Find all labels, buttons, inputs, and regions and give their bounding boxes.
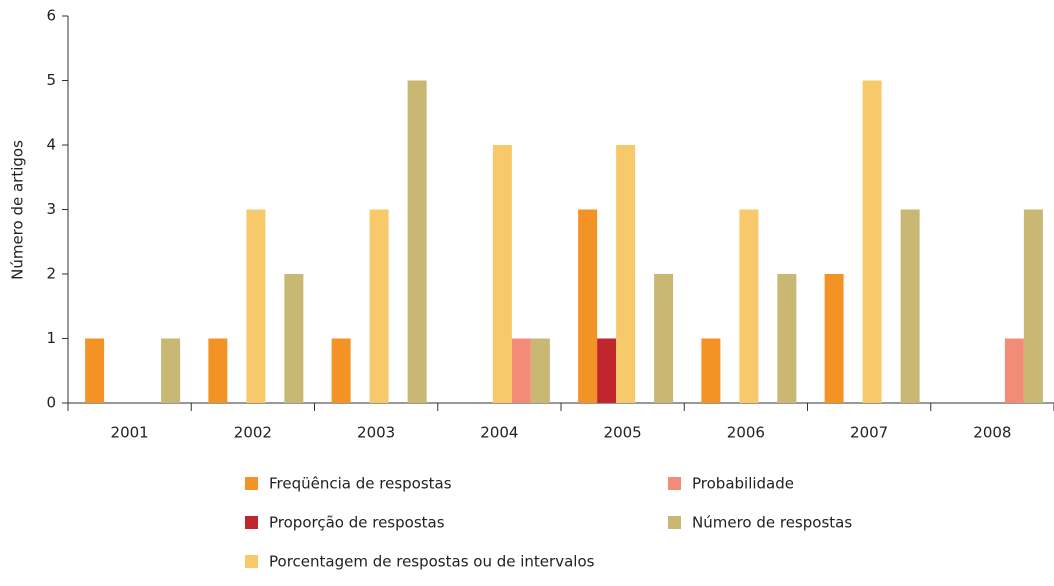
legend-label: Freqüência de respostas	[269, 475, 452, 493]
bar	[530, 338, 550, 403]
bar	[597, 338, 617, 403]
bar	[739, 209, 759, 403]
x-tick-label: 2002	[234, 424, 272, 442]
bar	[161, 338, 181, 403]
y-tick-label: 5	[46, 71, 56, 89]
legend-label: Número de respostas	[692, 514, 852, 532]
y-tick-label: 6	[46, 7, 56, 25]
y-tick-label: 0	[46, 394, 56, 412]
bar	[511, 338, 531, 403]
legend-swatch	[245, 516, 258, 529]
bar	[900, 209, 920, 403]
bar	[331, 338, 351, 403]
y-tick-label: 3	[46, 200, 56, 218]
y-axis-label: Número de artigos	[9, 140, 27, 280]
legend-label: Probabilidade	[692, 475, 794, 493]
bar	[492, 145, 512, 403]
bar	[701, 338, 721, 403]
legend-swatch	[245, 555, 258, 568]
bar	[407, 80, 427, 403]
legend-swatch	[668, 516, 681, 529]
bar	[824, 274, 844, 403]
x-tick-label: 2003	[357, 424, 395, 442]
y-tick-label: 4	[46, 136, 56, 154]
bar	[862, 80, 882, 403]
y-tick-label: 1	[46, 329, 56, 347]
x-tick-label: 2008	[973, 424, 1011, 442]
x-tick-label: 2006	[727, 424, 765, 442]
bar	[85, 338, 105, 403]
bar	[246, 209, 266, 403]
y-tick-label: 2	[46, 265, 56, 283]
bar	[777, 274, 797, 403]
bar	[369, 209, 389, 403]
bar	[578, 209, 598, 403]
bar	[616, 145, 636, 403]
bar	[1004, 338, 1024, 403]
x-tick-label: 2007	[850, 424, 888, 442]
bar	[208, 338, 228, 403]
x-tick-label: 2001	[111, 424, 149, 442]
x-tick-label: 2005	[604, 424, 642, 442]
bar	[284, 274, 304, 403]
legend-label: Proporção de respostas	[269, 514, 445, 532]
x-tick-label: 2004	[480, 424, 518, 442]
legend-swatch	[668, 477, 681, 490]
bar	[654, 274, 674, 403]
legend-label: Porcentagem de respostas ou de intervalo…	[269, 553, 595, 571]
legend-swatch	[245, 477, 258, 490]
bar	[1023, 209, 1043, 403]
